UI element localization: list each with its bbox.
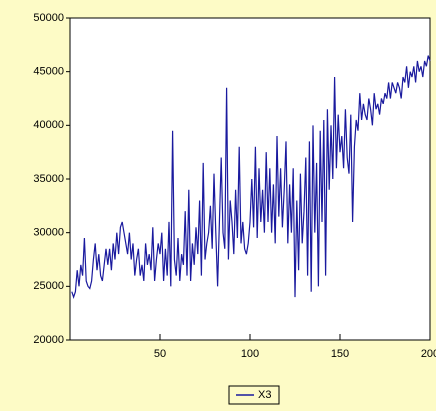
y-tick-label: 30000: [33, 227, 64, 239]
y-tick-label: 35000: [33, 173, 64, 185]
x-tick-label: 150: [331, 348, 349, 360]
legend-label: X3: [258, 389, 271, 401]
y-tick-label: 40000: [33, 119, 64, 131]
y-tick-label: 25000: [33, 280, 64, 292]
x-tick-label: 100: [241, 348, 259, 360]
plot-area: [69, 17, 431, 341]
x-tick-label: 200: [421, 348, 436, 360]
y-tick-label: 45000: [33, 66, 64, 78]
y-tick-label: 50000: [33, 12, 64, 24]
y-tick-label: 20000: [33, 334, 64, 346]
x-tick-label: 50: [154, 348, 166, 360]
series-line: [71, 55, 431, 299]
